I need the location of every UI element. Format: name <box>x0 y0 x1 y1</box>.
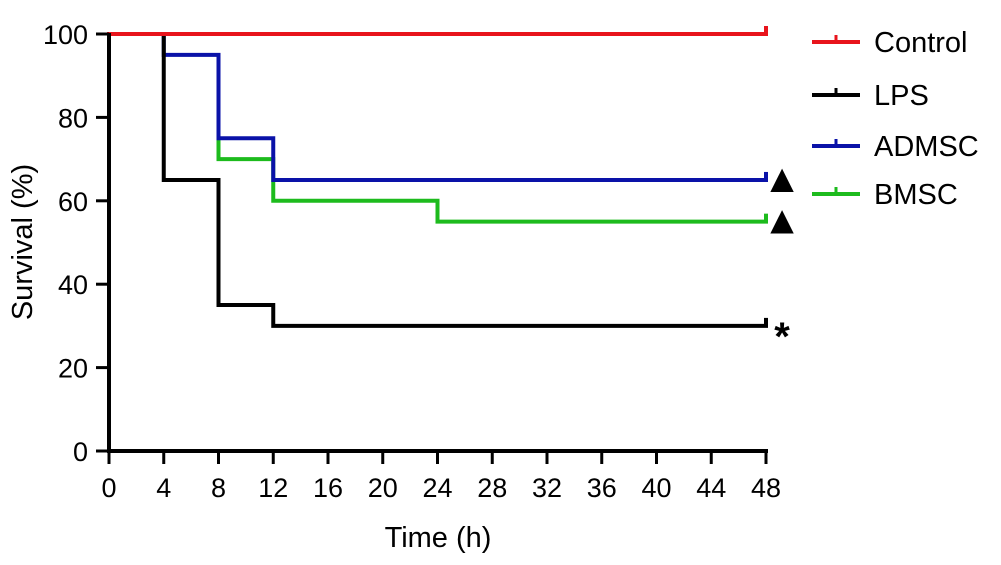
series-line-bmsc <box>216 136 768 224</box>
legend-label: LPS <box>874 80 929 112</box>
y-tick-label: 40 <box>58 270 88 300</box>
x-tick-label: 48 <box>751 473 781 503</box>
x-tick-label: 8 <box>211 473 226 503</box>
y-axis-title: Survival (%) <box>7 164 39 320</box>
x-tick-label: 20 <box>368 473 398 503</box>
legend-label: BMSC <box>874 179 958 211</box>
x-tick-label: 12 <box>258 473 288 503</box>
annotation-layer: * ▲▲ <box>762 157 802 359</box>
x-tick-label: 40 <box>641 473 671 503</box>
significance-marker-admsc: ▲ <box>762 157 802 201</box>
x-tick-label: 0 <box>101 473 116 503</box>
x-tick-label: 16 <box>313 473 343 503</box>
series-layer <box>107 26 768 328</box>
y-tick-label: 100 <box>43 20 88 50</box>
y-tick-label: 60 <box>58 187 88 217</box>
legend-label: ADMSC <box>874 131 979 163</box>
x-tick-label: 4 <box>156 473 171 503</box>
y-ticks: 0 20 40 60 80 100 <box>43 20 109 467</box>
x-tick-label: 44 <box>696 473 726 503</box>
x-axis-title: Time (h) <box>385 522 492 554</box>
legend-label: Control <box>874 27 968 59</box>
significance-marker-bmsc: ▲ <box>762 199 802 243</box>
significance-marker-lps: * <box>774 315 790 359</box>
series-line-lps <box>107 32 768 328</box>
y-tick-label: 20 <box>58 354 88 384</box>
x-tick-label: 28 <box>477 473 507 503</box>
y-tick-label: 80 <box>58 103 88 133</box>
legend: Control LPS ADMSC BMSC <box>812 27 979 211</box>
x-tick-label: 36 <box>587 473 617 503</box>
x-tick-label: 24 <box>422 473 452 503</box>
x-ticks: 0 4 8 12 16 20 24 28 32 36 40 44 48 <box>101 451 781 503</box>
x-tick-label: 32 <box>532 473 562 503</box>
y-tick-label: 0 <box>73 437 88 467</box>
